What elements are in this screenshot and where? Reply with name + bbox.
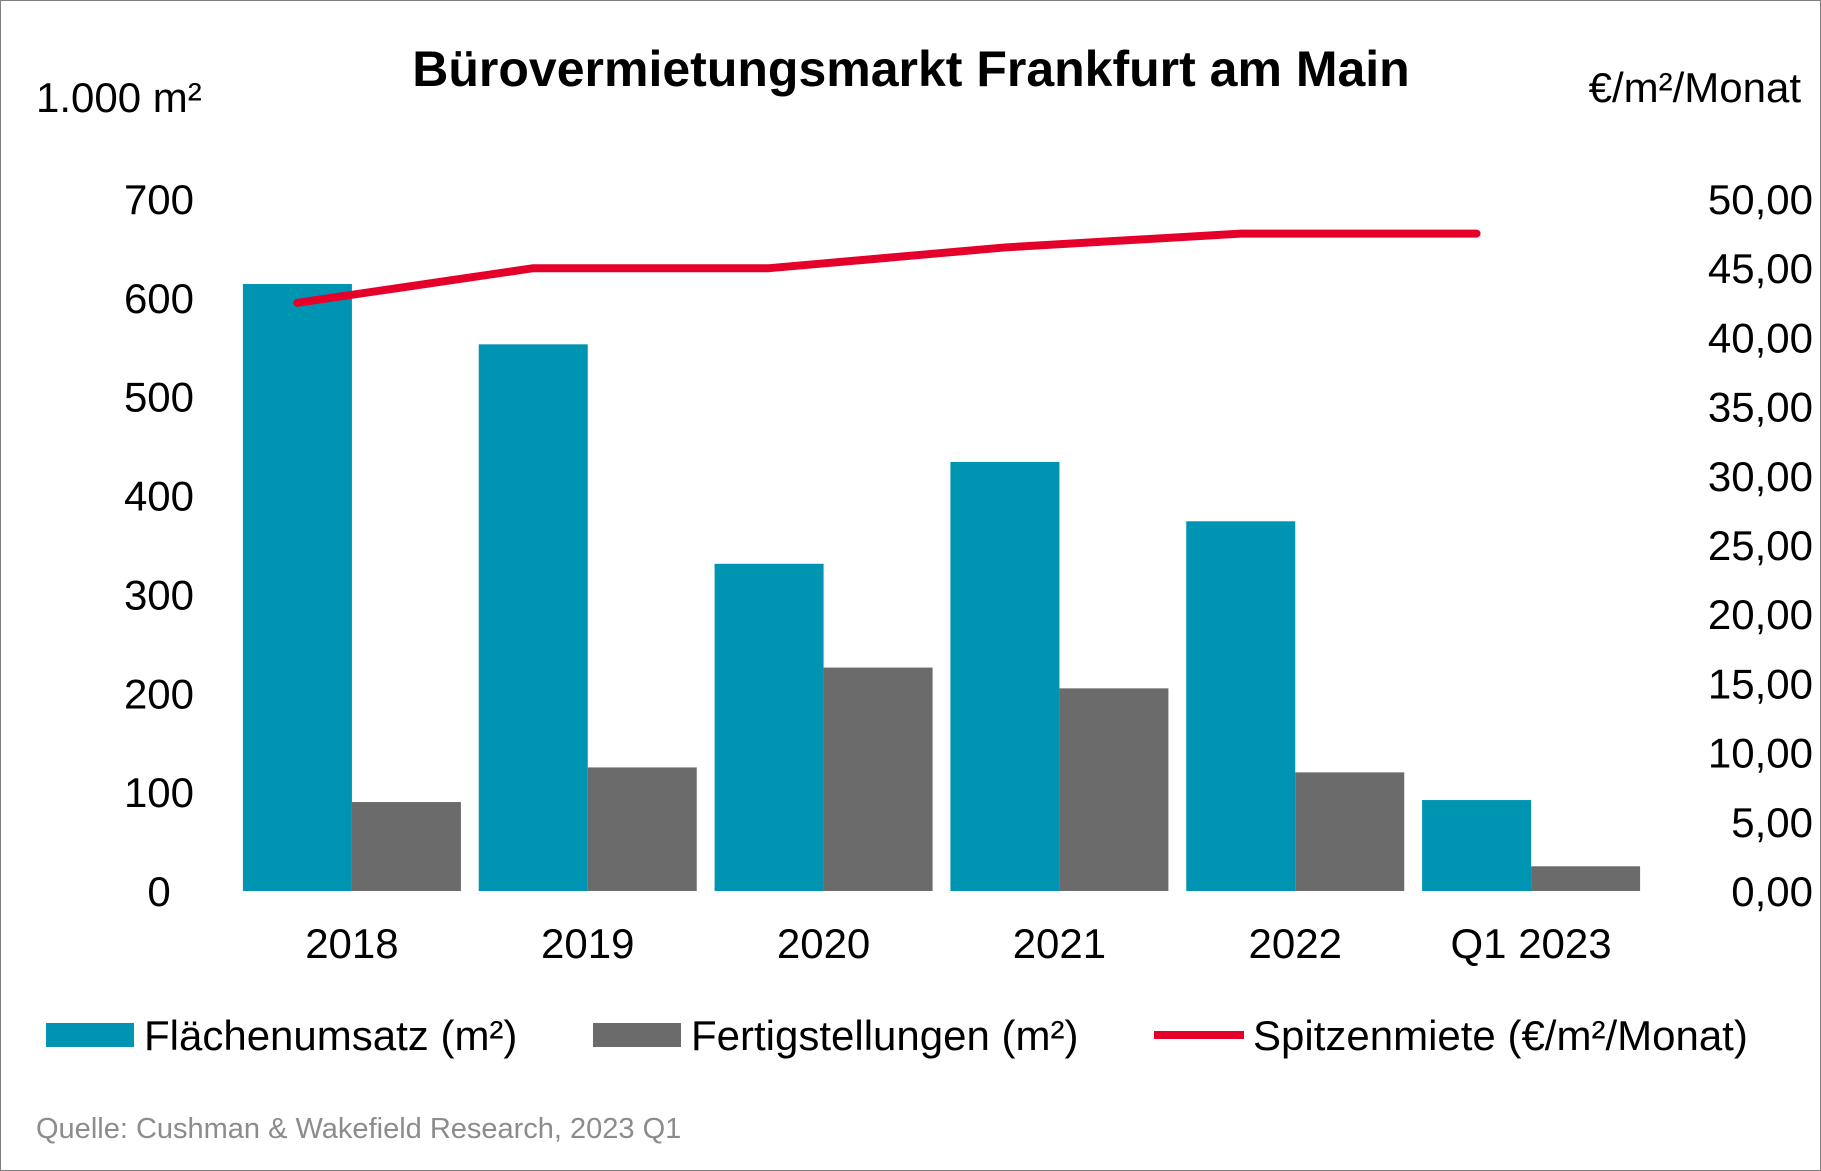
left-axis-tick-label: 400 (124, 473, 194, 520)
right-axis-tick-label: 50,00 (1708, 176, 1813, 223)
right-axis-tick-label: 0,00 (1731, 868, 1813, 915)
legend-label-spitzenmiete: Spitzenmiete (€/m²/Monat) (1253, 1012, 1748, 1059)
right-axis-tick-label: 40,00 (1708, 314, 1813, 361)
left-axis-tick-label: 200 (124, 670, 194, 717)
bar-flaechenumsatz-2 (714, 563, 824, 891)
left-axis-tick-label: 0 (147, 868, 170, 915)
right-axis-tick-label: 15,00 (1708, 660, 1813, 707)
source-note: Quelle: Cushman & Wakefield Research, 20… (36, 1113, 681, 1145)
right-axis-tick-label: 25,00 (1708, 522, 1813, 569)
line-series-group (293, 229, 1481, 307)
x-axis-tick-label: Q1 2023 (1451, 920, 1612, 967)
bar-fertigstellungen-0 (351, 802, 461, 891)
right-axis-tick-label: 5,00 (1731, 799, 1813, 846)
left-axis-tick-label: 700 (124, 176, 194, 223)
left-axis-unit-label: 1.000 m² (36, 74, 202, 121)
legend-swatch-fertigstellungen (593, 1023, 681, 1047)
x-axis: 2018 2019 2020 2021 2022 Q1 2023 (305, 920, 1611, 967)
right-axis-tick-label: 10,00 (1708, 730, 1813, 777)
x-axis-tick-label: 2019 (541, 920, 634, 967)
line-spitzenmiete (293, 229, 1481, 307)
bar-fertigstellungen-4 (1295, 772, 1405, 891)
bar-fertigstellungen-1 (587, 767, 697, 891)
x-axis-tick-label: 2020 (777, 920, 870, 967)
left-axis-tick-label: 600 (124, 275, 194, 322)
bar-flaechenumsatz-1 (478, 344, 588, 891)
right-axis-tick-label: 20,00 (1708, 591, 1813, 638)
left-axis-tick-label: 100 (124, 769, 194, 816)
bar-fertigstellungen-3 (1059, 688, 1169, 891)
legend-label-fertigstellungen: Fertigstellungen (m²) (691, 1012, 1078, 1059)
x-axis-tick-label: 2018 (305, 920, 398, 967)
bar-flaechenumsatz-4 (1186, 521, 1296, 891)
bar-flaechenumsatz-3 (950, 461, 1060, 891)
legend-label-flaechenumsatz: Flächenumsatz (m²) (144, 1012, 517, 1059)
right-axis: 0,00 5,00 10,00 15,00 20,00 25,00 30,00 35,00 40… (1708, 176, 1813, 915)
right-axis-tick-label: 30,00 (1708, 453, 1813, 500)
legend: Flächenumsatz (m²) Fertigstellungen (m²)… (46, 1012, 1748, 1059)
right-axis-tick-label: 45,00 (1708, 245, 1813, 292)
bar-flaechenumsatz-5 (1422, 800, 1532, 891)
bar-series-group (242, 284, 1641, 891)
x-axis-tick-label: 2022 (1249, 920, 1342, 967)
right-axis-tick-label: 35,00 (1708, 384, 1813, 431)
bar-flaechenumsatz-0 (242, 284, 352, 891)
x-axis-tick-label: 2021 (1013, 920, 1106, 967)
bar-fertigstellungen-2 (823, 667, 933, 891)
left-axis-tick-label: 300 (124, 571, 194, 618)
right-axis-unit-label: €/m²/Monat (1589, 64, 1802, 111)
legend-swatch-flaechenumsatz (46, 1023, 134, 1047)
left-axis: 0 100 200 300 400 500 600 700 (124, 176, 194, 915)
bar-fertigstellungen-5 (1531, 866, 1641, 891)
chart-title: Bürovermietungsmarkt Frankfurt am Main (412, 41, 1409, 97)
left-axis-tick-label: 500 (124, 374, 194, 421)
